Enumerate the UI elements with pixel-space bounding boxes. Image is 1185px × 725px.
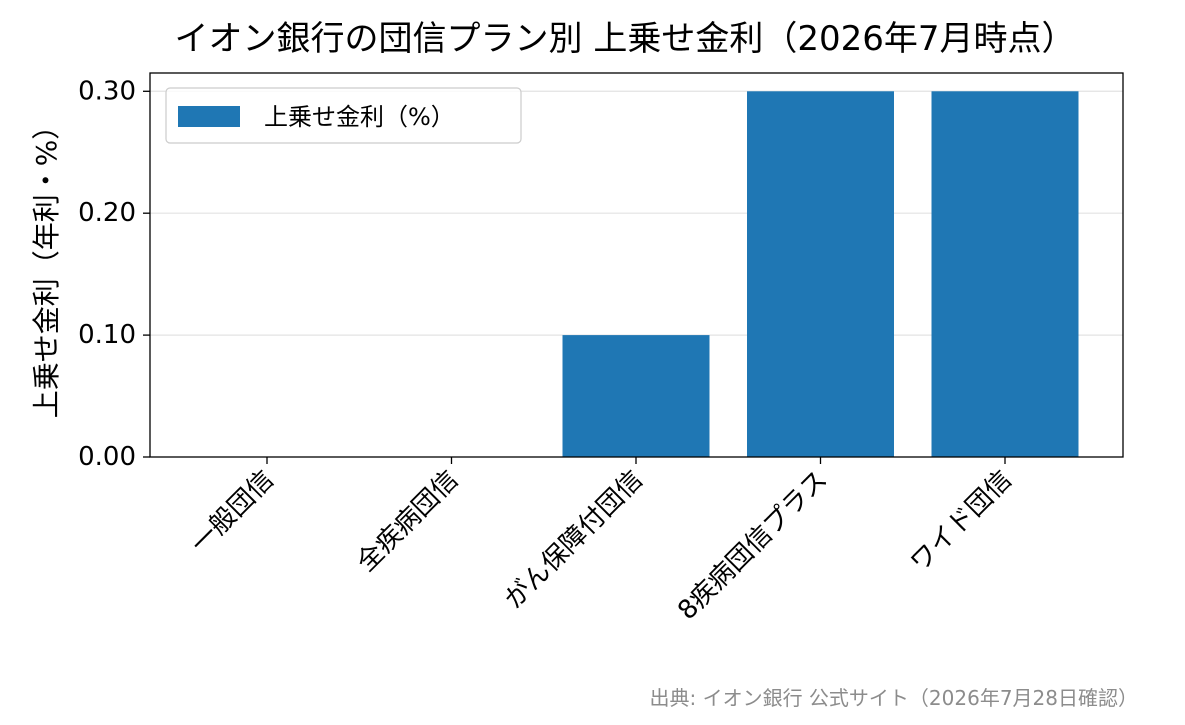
x-axis-ticks: 一般団信 全疾病団信 がん保障付団信 8疾病団信プラス ワイド団信 bbox=[185, 457, 1018, 626]
bars bbox=[562, 91, 1079, 458]
bar bbox=[747, 91, 894, 458]
source-note: 出典: イオン銀行 公式サイト（2026年7月28日確認） bbox=[649, 686, 1138, 710]
x-tick-label: がん保障付団信 bbox=[499, 465, 649, 615]
x-tick-label: ワイド団信 bbox=[905, 465, 1018, 578]
x-tick-label: 全疾病団信 bbox=[351, 465, 464, 578]
legend-label: 上乗せ金利（%） bbox=[264, 103, 455, 131]
y-axis-label: 上乗せ金利（年利・%） bbox=[30, 112, 63, 419]
legend: 上乗せ金利（%） bbox=[165, 87, 522, 144]
y-tick-label: 0.20 bbox=[78, 198, 136, 228]
x-tick-label: 一般団信 bbox=[185, 465, 280, 560]
legend-box bbox=[165, 87, 522, 144]
y-tick-label: 0.10 bbox=[78, 320, 136, 350]
y-tick-label: 0.00 bbox=[78, 442, 136, 472]
legend-swatch bbox=[178, 106, 240, 127]
bar bbox=[931, 91, 1079, 458]
bar bbox=[562, 335, 710, 457]
y-tick-label: 0.30 bbox=[78, 76, 136, 106]
y-axis-ticks: 0.00 0.10 0.20 0.30 bbox=[78, 76, 150, 472]
chart-title: イオン銀行の団信プラン別 上乗せ金利（2026年7月時点） bbox=[175, 19, 1076, 59]
x-tick-label: 8疾病団信プラス bbox=[672, 465, 833, 626]
